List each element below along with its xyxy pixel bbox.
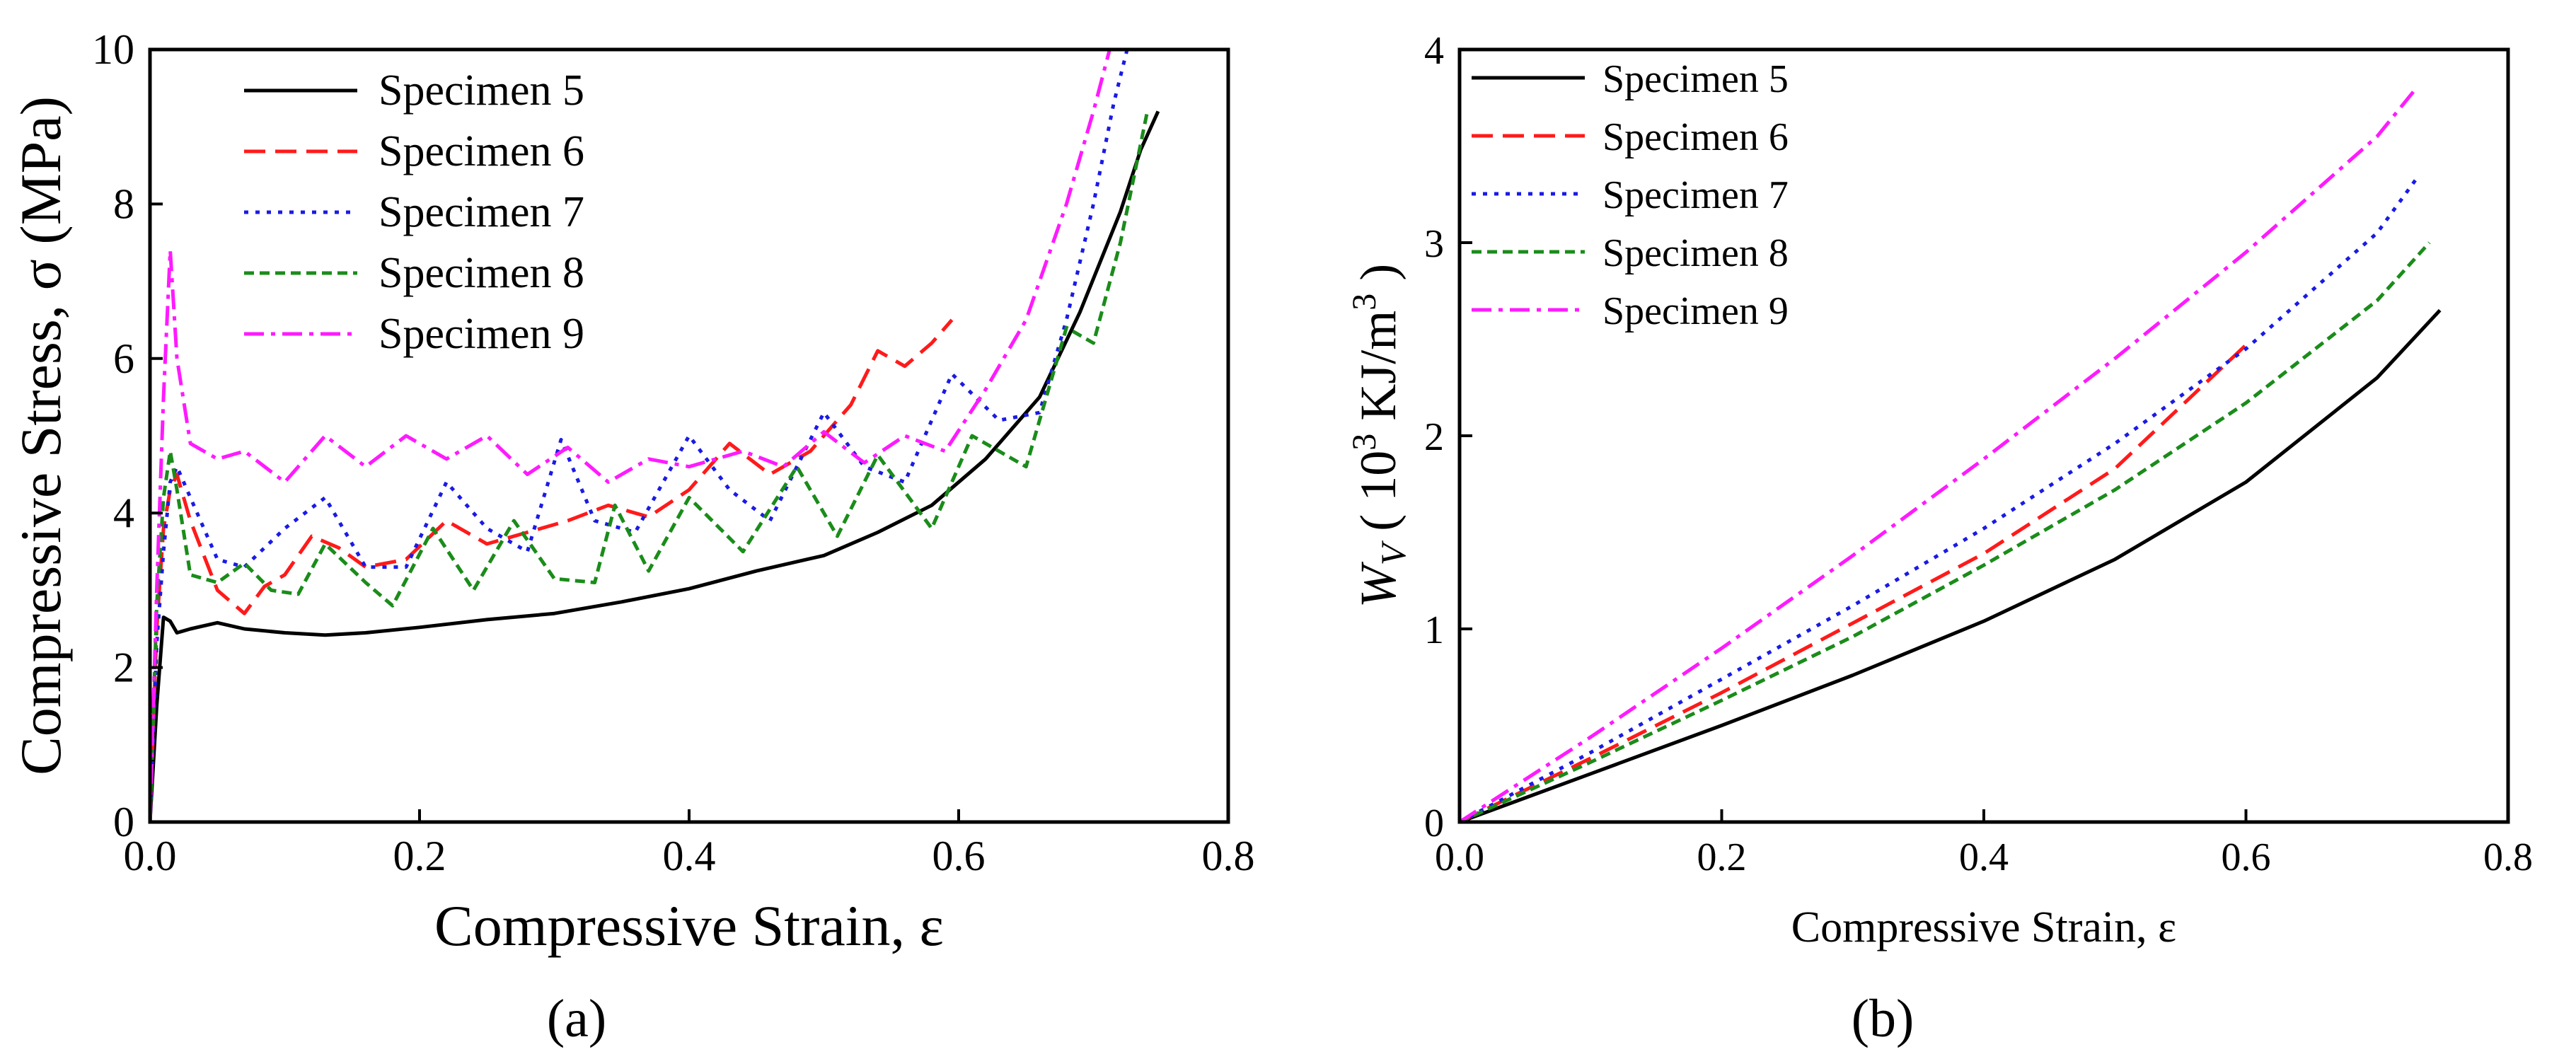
panel-a-series-line-1	[150, 110, 1160, 822]
panel-b-y-label-close: )	[1350, 264, 1407, 294]
panel-a-legend-label-1: Specimen 5	[379, 66, 584, 115]
panel-a-series-line-5	[150, 50, 1111, 822]
panel-a-x-tick-label: 0.6	[932, 833, 986, 879]
panel-b-y-tick-label: 1	[1424, 608, 1444, 652]
panel-b-series-line-2	[1460, 343, 2248, 822]
panel-b-series-line-5	[1460, 87, 2418, 822]
panel-b-plot-frame	[1457, 47, 2510, 824]
panel-b-y-label-v: V	[1373, 540, 1413, 565]
panel-a-y-tick-label: 6	[113, 335, 134, 382]
panel-a-y-tick-label: 10	[92, 26, 134, 73]
panel-a: 0.0 0.2 0.4 0.6 0.8 0 2 4 6 8 10 Compressive Strai…	[8, 26, 1255, 1048]
panel-a-series	[150, 50, 1160, 822]
panel-a-series-line-2	[150, 318, 954, 822]
panel-a-x-tick-label: 0.0	[124, 833, 177, 879]
panel-b-series-line-1	[1460, 308, 2442, 822]
panel-a-caption-text: (a)	[547, 989, 606, 1048]
panel-b-y-label-w: W	[1350, 561, 1407, 608]
panel-b-y-tick-label: 4	[1424, 29, 1444, 73]
panel-b-axes: 0.0 0.2 0.4 0.6 0.8 0 1 2 3 4	[1424, 29, 2533, 879]
panel-b-series-line-4	[1460, 241, 2431, 822]
panel-a-axes: 0.0 0.2 0.4 0.6 0.8 0 2 4 6 8 10	[92, 26, 1255, 879]
panel-a-x-tick-label: 0.4	[663, 833, 716, 879]
panel-b-legend-label-5: Specimen 9	[1602, 289, 1789, 333]
panel-b-y-label-exp2: 3	[1346, 294, 1383, 311]
panel-a-y-tick-label: 0	[113, 799, 134, 845]
panel-a-legend-label-4: Specimen 8	[379, 249, 584, 297]
panel-a-legend-label-5: Specimen 9	[379, 310, 584, 358]
panel-b-x-tick-label: 0.8	[2483, 835, 2533, 879]
panel-b: 0.0 0.2 0.4 0.6 0.8 0 1 2 3 4 Compressive Strain,…	[1346, 29, 2533, 1048]
panel-b-y-tick-label: 3	[1424, 222, 1444, 266]
panel-a-series-line-4	[150, 110, 1150, 822]
panel-b-caption-text: (b)	[1852, 989, 1914, 1048]
panel-b-y-label-open: ( 10	[1350, 451, 1407, 544]
panel-a-y-tick-label: 2	[113, 644, 134, 691]
panel-a-y-tick-label: 8	[113, 180, 134, 227]
panel-a-legend: Specimen 5 Specimen 6 Specimen 7 Specimen 8…	[244, 66, 584, 358]
panel-a-caption: (a)	[547, 989, 606, 1048]
panel-a-y-axis-label: Compressive Stress, σ (MPa)	[8, 96, 73, 775]
panel-a-series-line-3	[150, 50, 1129, 822]
panel-a-legend-label-2: Specimen 6	[379, 127, 584, 175]
panel-b-legend: Specimen 5 Specimen 6 Specimen 7 Specimen 8…	[1472, 57, 1789, 333]
panel-b-y-axis-label: WV ( 103 KJ/m3 )	[1346, 264, 1413, 608]
panel-a-x-axis-label: Compressive Strain, ε	[434, 893, 944, 958]
panel-b-caption: (b)	[1852, 989, 1914, 1048]
panel-b-x-tick-label: 0.6	[2222, 835, 2271, 879]
panel-a-legend-label-3: Specimen 7	[379, 188, 584, 236]
panel-b-legend-label-3: Specimen 7	[1602, 173, 1789, 217]
panel-b-x-axis-label: Compressive Strain, ε	[1791, 903, 2176, 951]
panel-b-legend-label-2: Specimen 6	[1602, 115, 1789, 159]
panel-b-legend-label-1: Specimen 5	[1602, 57, 1789, 101]
panel-b-series-line-3	[1460, 178, 2418, 822]
panel-b-x-tick-label: 0.4	[1959, 835, 2009, 879]
panel-b-y-label-exp1: 3	[1346, 434, 1383, 451]
panel-a-y-tick-label: 4	[113, 490, 134, 536]
panel-b-y-tick-label: 2	[1424, 415, 1444, 459]
panel-b-y-label-unit: KJ/m	[1350, 311, 1407, 434]
panel-b-legend-label-4: Specimen 8	[1602, 231, 1789, 275]
panel-b-series	[1460, 87, 2442, 822]
panel-b-x-tick-label: 0.2	[1697, 835, 1747, 879]
panel-a-x-tick-label: 0.2	[393, 833, 446, 879]
panel-a-x-tick-label: 0.8	[1202, 833, 1255, 879]
panel-a-plot-frame	[148, 47, 1230, 824]
panel-b-x-tick-label: 0.0	[1435, 835, 1484, 879]
panel-b-y-tick-label: 0	[1424, 802, 1444, 845]
